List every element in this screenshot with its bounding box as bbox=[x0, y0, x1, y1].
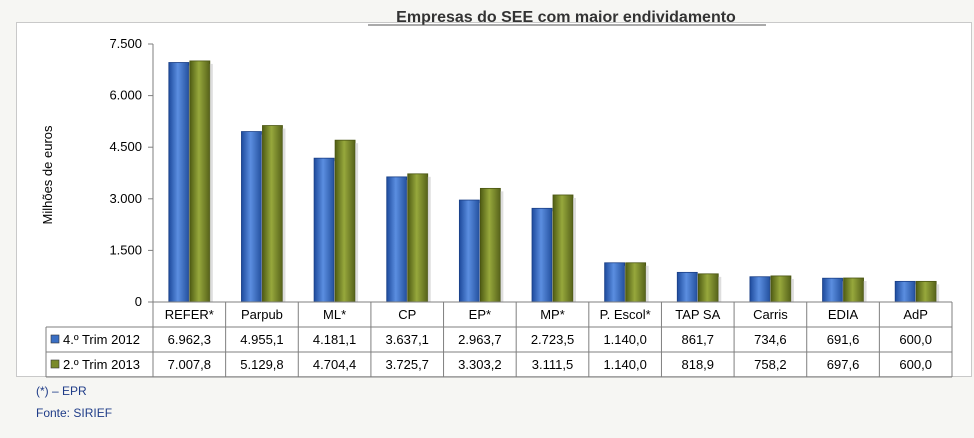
data-cell: 3.637,1 bbox=[386, 332, 429, 347]
data-cell: 3.303,2 bbox=[458, 357, 501, 372]
data-cell: 1.140,0 bbox=[603, 357, 646, 372]
bar-shadow bbox=[500, 191, 504, 302]
bar-shadow bbox=[355, 143, 359, 302]
series-name: 4.º Trim 2012 bbox=[63, 332, 140, 347]
source-note: Fonte: SIRIEF bbox=[36, 406, 113, 420]
data-table: REFER* Parpub ML* CP EP* MP* P. Escol* TAP SA Ca… bbox=[45, 301, 953, 378]
data-cell: 697,6 bbox=[827, 357, 860, 372]
y-tick-label: 4.500 bbox=[109, 139, 142, 154]
bar-series1 bbox=[168, 62, 190, 303]
bar-series2 bbox=[334, 139, 356, 303]
category-label: P. Escol* bbox=[600, 307, 651, 322]
bar-shadow bbox=[427, 176, 431, 302]
bar-shadow bbox=[936, 284, 940, 302]
data-cell: 818,9 bbox=[681, 357, 714, 372]
legend-swatch bbox=[50, 334, 60, 344]
category-label: EDIA bbox=[828, 307, 859, 322]
y-tick-label: 7.500 bbox=[109, 36, 142, 51]
bar-shadow bbox=[718, 276, 722, 302]
bar-shadow bbox=[863, 281, 867, 302]
category-label: EP* bbox=[469, 307, 491, 322]
bar-series2 bbox=[915, 280, 937, 303]
data-cell: 4.955,1 bbox=[240, 332, 283, 347]
bars bbox=[168, 60, 940, 303]
data-cell: 600,0 bbox=[899, 332, 932, 347]
bar-shadow bbox=[645, 265, 649, 302]
bar-shadow bbox=[209, 63, 213, 303]
y-tick-label: 1.500 bbox=[109, 242, 142, 257]
category-label: AdP bbox=[903, 307, 928, 322]
bar-series2 bbox=[625, 262, 647, 303]
bar-series1 bbox=[458, 199, 480, 303]
data-cell: 4.704,4 bbox=[313, 357, 356, 372]
bar-series2 bbox=[407, 173, 429, 303]
bar-series2 bbox=[697, 273, 719, 303]
data-cell: 2.963,7 bbox=[458, 332, 501, 347]
bar-series2 bbox=[262, 125, 283, 303]
data-cell: 600,0 bbox=[899, 357, 932, 372]
category-label: Parpub bbox=[241, 307, 283, 322]
bar-series1 bbox=[313, 157, 335, 303]
bar-series2 bbox=[770, 275, 792, 303]
legend-swatch bbox=[50, 359, 60, 369]
data-cell: 734,6 bbox=[754, 332, 787, 347]
data-cell: 758,2 bbox=[754, 357, 787, 372]
data-cell: 1.140,0 bbox=[603, 332, 646, 347]
y-axis-label: Milhões de euros bbox=[40, 125, 55, 224]
series-name: 2.º Trim 2013 bbox=[63, 357, 140, 372]
bar-series1 bbox=[749, 276, 771, 303]
category-label: Carris bbox=[753, 307, 788, 322]
data-cell: 3.111,5 bbox=[532, 357, 573, 372]
data-cell: 691,6 bbox=[827, 332, 860, 347]
bar-series2 bbox=[189, 60, 211, 303]
category-label: CP bbox=[398, 307, 416, 322]
y-tick-label: 6.000 bbox=[109, 88, 142, 103]
category-label: TAP SA bbox=[675, 307, 720, 322]
bar-series1 bbox=[894, 280, 916, 303]
category-label: REFER* bbox=[165, 307, 214, 322]
bar-series2 bbox=[479, 187, 501, 303]
chart-title: Empresas do SEE com maior endividamento bbox=[396, 9, 736, 26]
y-tick-label: 3.000 bbox=[109, 191, 142, 206]
data-cell: 7.007,8 bbox=[168, 357, 211, 372]
epr-note: (*) – EPR bbox=[36, 384, 87, 398]
category-label: MP* bbox=[540, 307, 565, 322]
data-cell: 2.723,5 bbox=[531, 332, 574, 347]
bar-series2 bbox=[843, 277, 864, 303]
axes: 7.500 6.000 4.500 3.000 1.500 0 bbox=[109, 36, 952, 309]
data-cell: 5.129,8 bbox=[240, 357, 283, 372]
data-cell: 3.725,7 bbox=[386, 357, 429, 372]
category-label: ML* bbox=[323, 307, 346, 322]
bar-series1 bbox=[241, 131, 262, 303]
bar-series1 bbox=[822, 277, 843, 303]
bar-series1 bbox=[604, 262, 626, 303]
data-cell: 4.181,1 bbox=[313, 332, 356, 347]
bar-series1 bbox=[386, 176, 408, 303]
bar-shadow bbox=[282, 128, 286, 302]
y-tick-label: 0 bbox=[135, 294, 142, 309]
bar-series1 bbox=[676, 271, 698, 303]
bar-shadow bbox=[790, 278, 794, 302]
data-cell: 6.962,3 bbox=[168, 332, 211, 347]
bar-series2 bbox=[552, 194, 574, 303]
bar-series1 bbox=[531, 207, 553, 303]
bar-shadow bbox=[573, 197, 576, 302]
data-cell: 861,7 bbox=[681, 332, 714, 347]
